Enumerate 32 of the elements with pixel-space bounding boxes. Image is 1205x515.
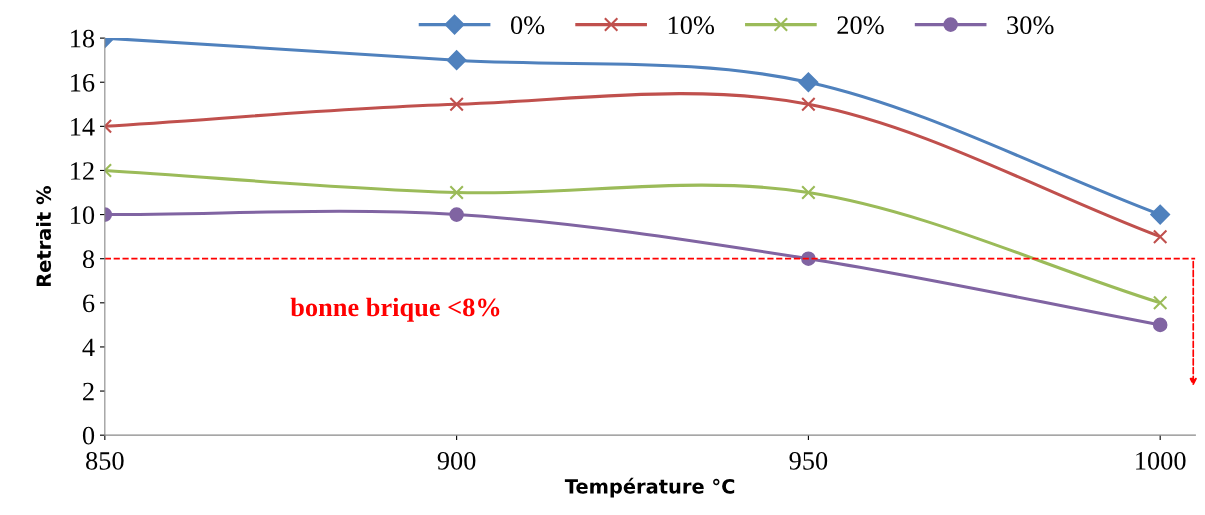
legend-label: 30%	[1007, 16, 1054, 35]
point	[1152, 229, 1168, 244]
y-tick-label: 0	[82, 426, 95, 445]
x-tick-label: 900	[437, 451, 476, 470]
legend-label: 20%	[837, 16, 884, 35]
point	[446, 50, 467, 71]
y-tick-label: 10	[71, 206, 95, 224]
point	[449, 185, 464, 200]
y-tick-label: 16	[71, 73, 95, 92]
point	[798, 72, 819, 93]
point	[1152, 317, 1168, 333]
y-axis-title: Retrait %	[36, 186, 52, 287]
legend-label: 0%	[510, 16, 545, 35]
point	[1152, 295, 1168, 311]
y-tick-label: 18	[71, 29, 95, 48]
x-axis-title: Température °C	[564, 477, 735, 498]
x-tick-label: 950	[789, 451, 828, 470]
y-tick-label: 2	[83, 382, 94, 401]
y-tick-label: 4	[82, 338, 95, 357]
point	[1150, 204, 1171, 225]
annotation: bonne brique <8%	[290, 297, 500, 322]
y-tick-label: 6	[83, 294, 95, 313]
x-tick-label: 1000	[1136, 451, 1186, 470]
y-tick-label: 12	[71, 162, 94, 180]
point	[449, 207, 464, 222]
x-tick-label: 850	[86, 451, 124, 470]
point	[801, 97, 816, 112]
y-tick-label: 14	[71, 118, 95, 136]
point	[449, 97, 464, 112]
point	[801, 185, 816, 200]
legend-label: 10%	[668, 16, 715, 35]
y-tick-label: 8	[82, 250, 95, 269]
